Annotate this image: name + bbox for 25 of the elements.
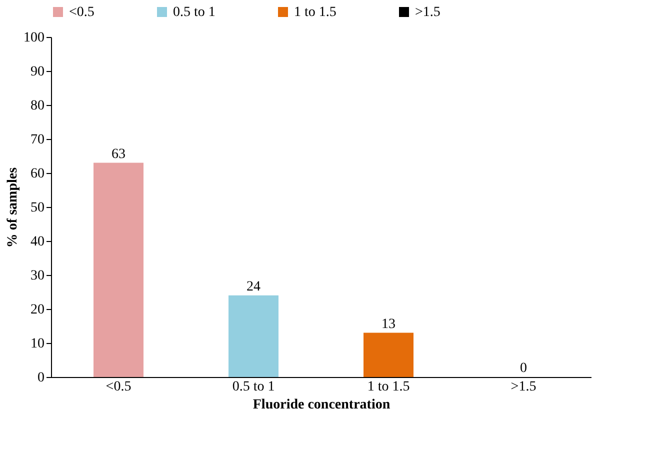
x-tick-label: >1.5 — [510, 380, 536, 394]
data-label: 24 — [246, 279, 260, 294]
legend-label: <0.5 — [69, 5, 94, 20]
y-tick-label: 50 — [30, 200, 44, 216]
y-axis-title: % of samples — [6, 166, 20, 248]
y-tick-label: 100 — [24, 30, 44, 46]
y-tick-label: 10 — [30, 336, 44, 352]
y-tick-label: 40 — [30, 234, 44, 250]
legend-label: >1.5 — [415, 5, 440, 20]
x-axis-title: Fluoride concentration — [252, 398, 390, 412]
x-tick-label: <0.5 — [106, 380, 132, 394]
legend-label: 0.5 to 1 — [173, 5, 216, 20]
y-tick-label: 0 — [38, 370, 44, 386]
x-tick-label: 0.5 to 1 — [232, 380, 275, 394]
data-label: 13 — [382, 316, 396, 332]
y-tick-label: 20 — [30, 302, 44, 318]
data-label: 0 — [520, 361, 527, 376]
y-tick-label: 60 — [30, 166, 44, 182]
y-tick-label: 70 — [30, 132, 44, 148]
y-tick-label: 30 — [30, 268, 44, 284]
data-label: 63 — [112, 146, 126, 162]
x-tick-label: 1 to 1.5 — [367, 380, 410, 394]
legend-label: 1 to 1.5 — [294, 5, 336, 20]
y-tick-label: 80 — [30, 98, 44, 114]
y-tick-label: 90 — [30, 64, 44, 80]
